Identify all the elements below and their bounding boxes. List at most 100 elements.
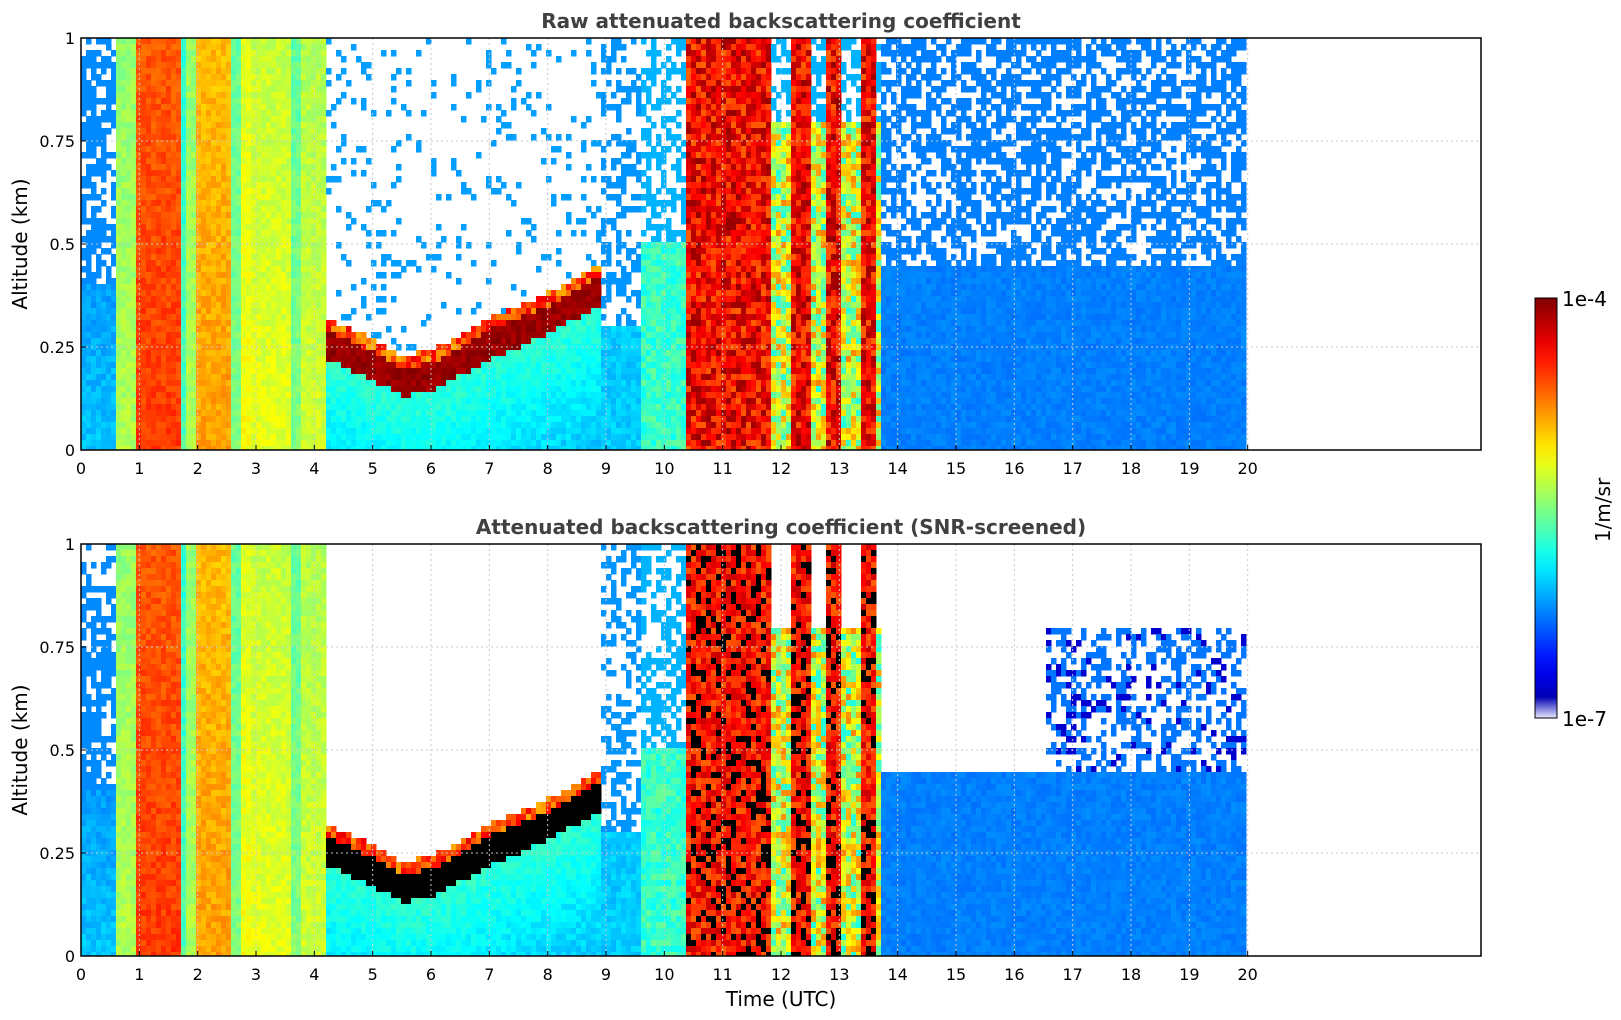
heatmap-cell: [91, 98, 97, 105]
heatmap-cell: [321, 164, 327, 171]
heatmap-cell: [166, 74, 172, 81]
heatmap-cell: [176, 218, 182, 225]
heatmap-cell: [216, 380, 222, 387]
heatmap-cell: [226, 122, 232, 129]
heatmap-cell: [576, 332, 582, 339]
heatmap-cell: [336, 416, 342, 423]
heatmap-cell: [416, 392, 422, 399]
heatmap-cell: [276, 98, 282, 105]
heatmap-cell: [321, 338, 327, 345]
heatmap-cell: [251, 230, 257, 237]
heatmap-cell: [281, 134, 287, 141]
heatmap-cell: [226, 140, 232, 147]
heatmap-cell: [271, 140, 277, 147]
heatmap-cell: [281, 44, 287, 51]
heatmap-cell: [486, 320, 492, 327]
heatmap-cell: [166, 92, 172, 99]
heatmap-cell: [271, 62, 277, 69]
heatmap-cell: [621, 176, 627, 183]
heatmap-cell: [571, 392, 577, 399]
heatmap-cell: [551, 356, 557, 363]
heatmap-cell: [346, 80, 352, 87]
heatmap-cell: [191, 386, 197, 393]
heatmap-cell: [456, 278, 462, 285]
heatmap-cell: [281, 446, 287, 450]
heatmap-cell: [86, 170, 92, 177]
heatmap-cell: [156, 254, 162, 261]
heatmap-cell: [191, 422, 197, 429]
heatmap-cell: [286, 170, 292, 177]
heatmap-cell: [526, 218, 532, 225]
heatmap-cell: [181, 236, 187, 243]
heatmap-cell: [306, 314, 312, 321]
heatmap-cell: [256, 368, 262, 375]
heatmap-cell: [126, 326, 132, 333]
heatmap-cell: [91, 68, 97, 75]
heatmap-cell: [626, 92, 632, 99]
heatmap-cell: [421, 386, 427, 393]
heatmap-cell: [501, 440, 507, 447]
heatmap-cell: [356, 368, 362, 375]
heatmap-cell: [356, 404, 362, 411]
heatmap-cell: [181, 284, 187, 291]
heatmap-cell: [216, 116, 222, 123]
heatmap-cell: [156, 236, 162, 243]
heatmap-cell: [371, 446, 377, 450]
heatmap-cell: [211, 302, 217, 309]
heatmap-cell: [136, 44, 142, 51]
heatmap-cell: [601, 350, 607, 357]
heatmap-cell: [171, 422, 177, 429]
heatmap-cell: [201, 146, 207, 153]
heatmap-cell: [196, 236, 202, 243]
heatmap-cell: [511, 386, 517, 393]
heatmap-cell: [226, 362, 232, 369]
heatmap-cell: [326, 422, 332, 429]
heatmap-cell: [306, 296, 312, 303]
heatmap-cell: [551, 374, 557, 381]
heatmap-cell: [331, 332, 337, 339]
heatmap-cell: [176, 140, 182, 147]
heatmap-cell: [146, 278, 152, 285]
heatmap-cell: [476, 446, 482, 450]
heatmap-cell: [101, 416, 107, 423]
heatmap-cell: [396, 272, 402, 279]
heatmap-cell: [206, 260, 212, 267]
heatmap-cell: [211, 140, 217, 147]
heatmap-cell: [271, 296, 277, 303]
heatmap-cell: [486, 242, 492, 249]
heatmap-cell: [181, 122, 187, 129]
heatmap-cell: [321, 212, 327, 219]
heatmap-cell: [151, 428, 157, 435]
heatmap-cell: [621, 344, 627, 351]
heatmap-cell: [321, 260, 327, 267]
heatmap-cell: [116, 320, 122, 327]
heatmap-cell: [211, 314, 217, 321]
heatmap-cell: [211, 278, 217, 285]
heatmap-cell: [251, 308, 257, 315]
heatmap-cell: [251, 122, 257, 129]
heatmap-cell: [581, 338, 587, 345]
heatmap-cell: [411, 434, 417, 441]
heatmap-cell: [211, 248, 217, 255]
heatmap-cell: [591, 380, 597, 387]
heatmap-cell: [396, 428, 402, 435]
heatmap-cell: [296, 296, 302, 303]
heatmap-cell: [321, 146, 327, 153]
heatmap-cell: [541, 158, 547, 165]
heatmap-cell: [171, 74, 177, 81]
heatmap-cell: [101, 308, 107, 315]
heatmap-cell: [111, 314, 117, 321]
heatmap-cell: [111, 278, 117, 285]
heatmap-cell: [281, 278, 287, 285]
heatmap-cell: [196, 350, 202, 357]
heatmap-cell: [526, 446, 532, 450]
heatmap-cell: [226, 158, 232, 165]
heatmap-cell: [321, 50, 327, 57]
heatmap-cell: [216, 122, 222, 129]
heatmap-cell: [541, 404, 547, 411]
heatmap-cell: [306, 44, 312, 51]
heatmap-cell: [86, 296, 92, 303]
heatmap-cell: [286, 194, 292, 201]
heatmap-cell: [116, 278, 122, 285]
